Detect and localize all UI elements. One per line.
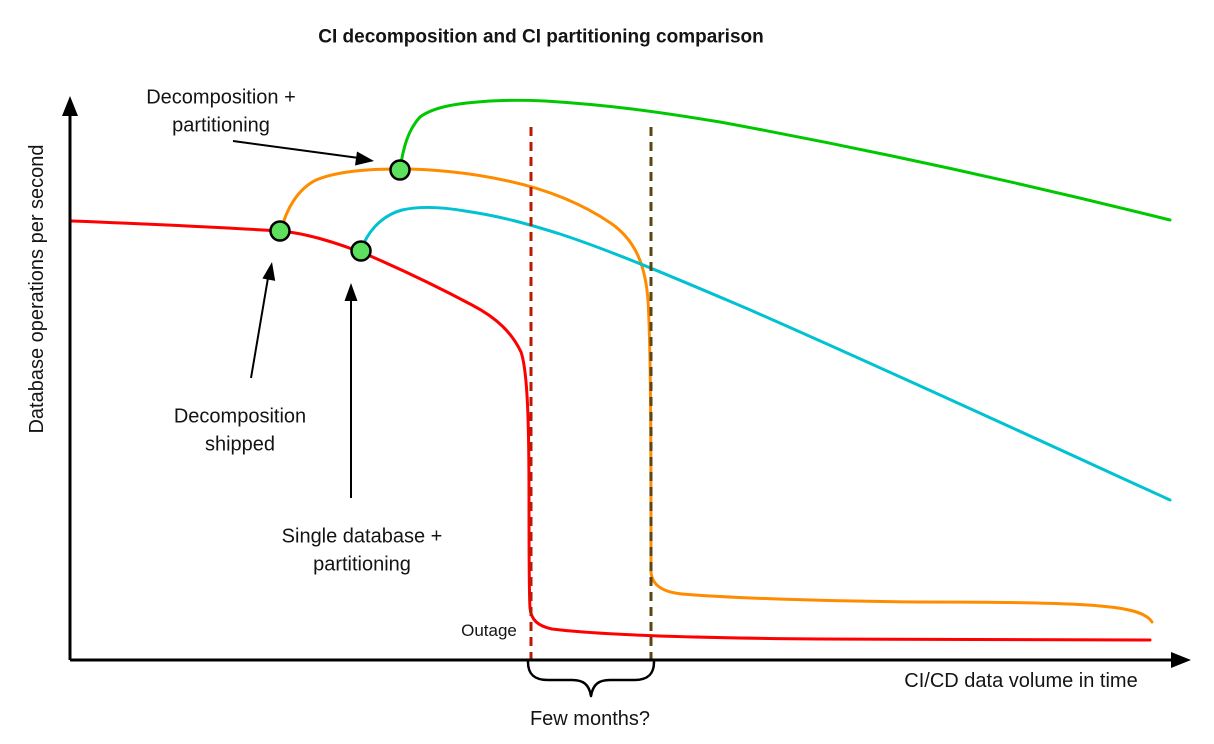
annotation-few-months: Few months? xyxy=(529,707,651,730)
single-db-partitioning-arrowhead-icon xyxy=(344,283,358,301)
marker-single-db-partitioning xyxy=(350,240,372,262)
decomp-shipped-arrow xyxy=(250,271,270,379)
marker-decomposition-partitioning xyxy=(389,159,411,181)
x-axis-label: CI/CD data volume in time xyxy=(904,669,1138,692)
y-axis-arrowhead-icon xyxy=(62,96,78,116)
x-axis-arrowhead-icon xyxy=(1171,652,1191,668)
marker-decomposition-shipped xyxy=(269,220,291,242)
annotation-outage: Outage xyxy=(461,620,517,640)
annotation-single-database-partitioning: Single database + partitioning xyxy=(281,525,443,576)
y-axis-label: Database operations per second xyxy=(25,144,48,434)
decomp-partitioning-arrowhead-icon xyxy=(355,151,374,166)
single-db-partitioning-curve xyxy=(359,206,1172,502)
decomp-shipped-arrowhead-icon xyxy=(262,262,276,281)
annotation-decomposition-partitioning: Decomposition + partitioning xyxy=(146,86,296,137)
decomp-partitioning-arrow xyxy=(232,140,360,159)
single-database-curve xyxy=(70,219,1152,642)
few-months-brace xyxy=(526,660,656,698)
decomposition-partitioning-curve xyxy=(398,98,1172,222)
annotation-decomposition-shipped: Decomposition shipped xyxy=(173,405,307,456)
chart-title: CI decomposition and CI partitioning com… xyxy=(318,26,764,48)
